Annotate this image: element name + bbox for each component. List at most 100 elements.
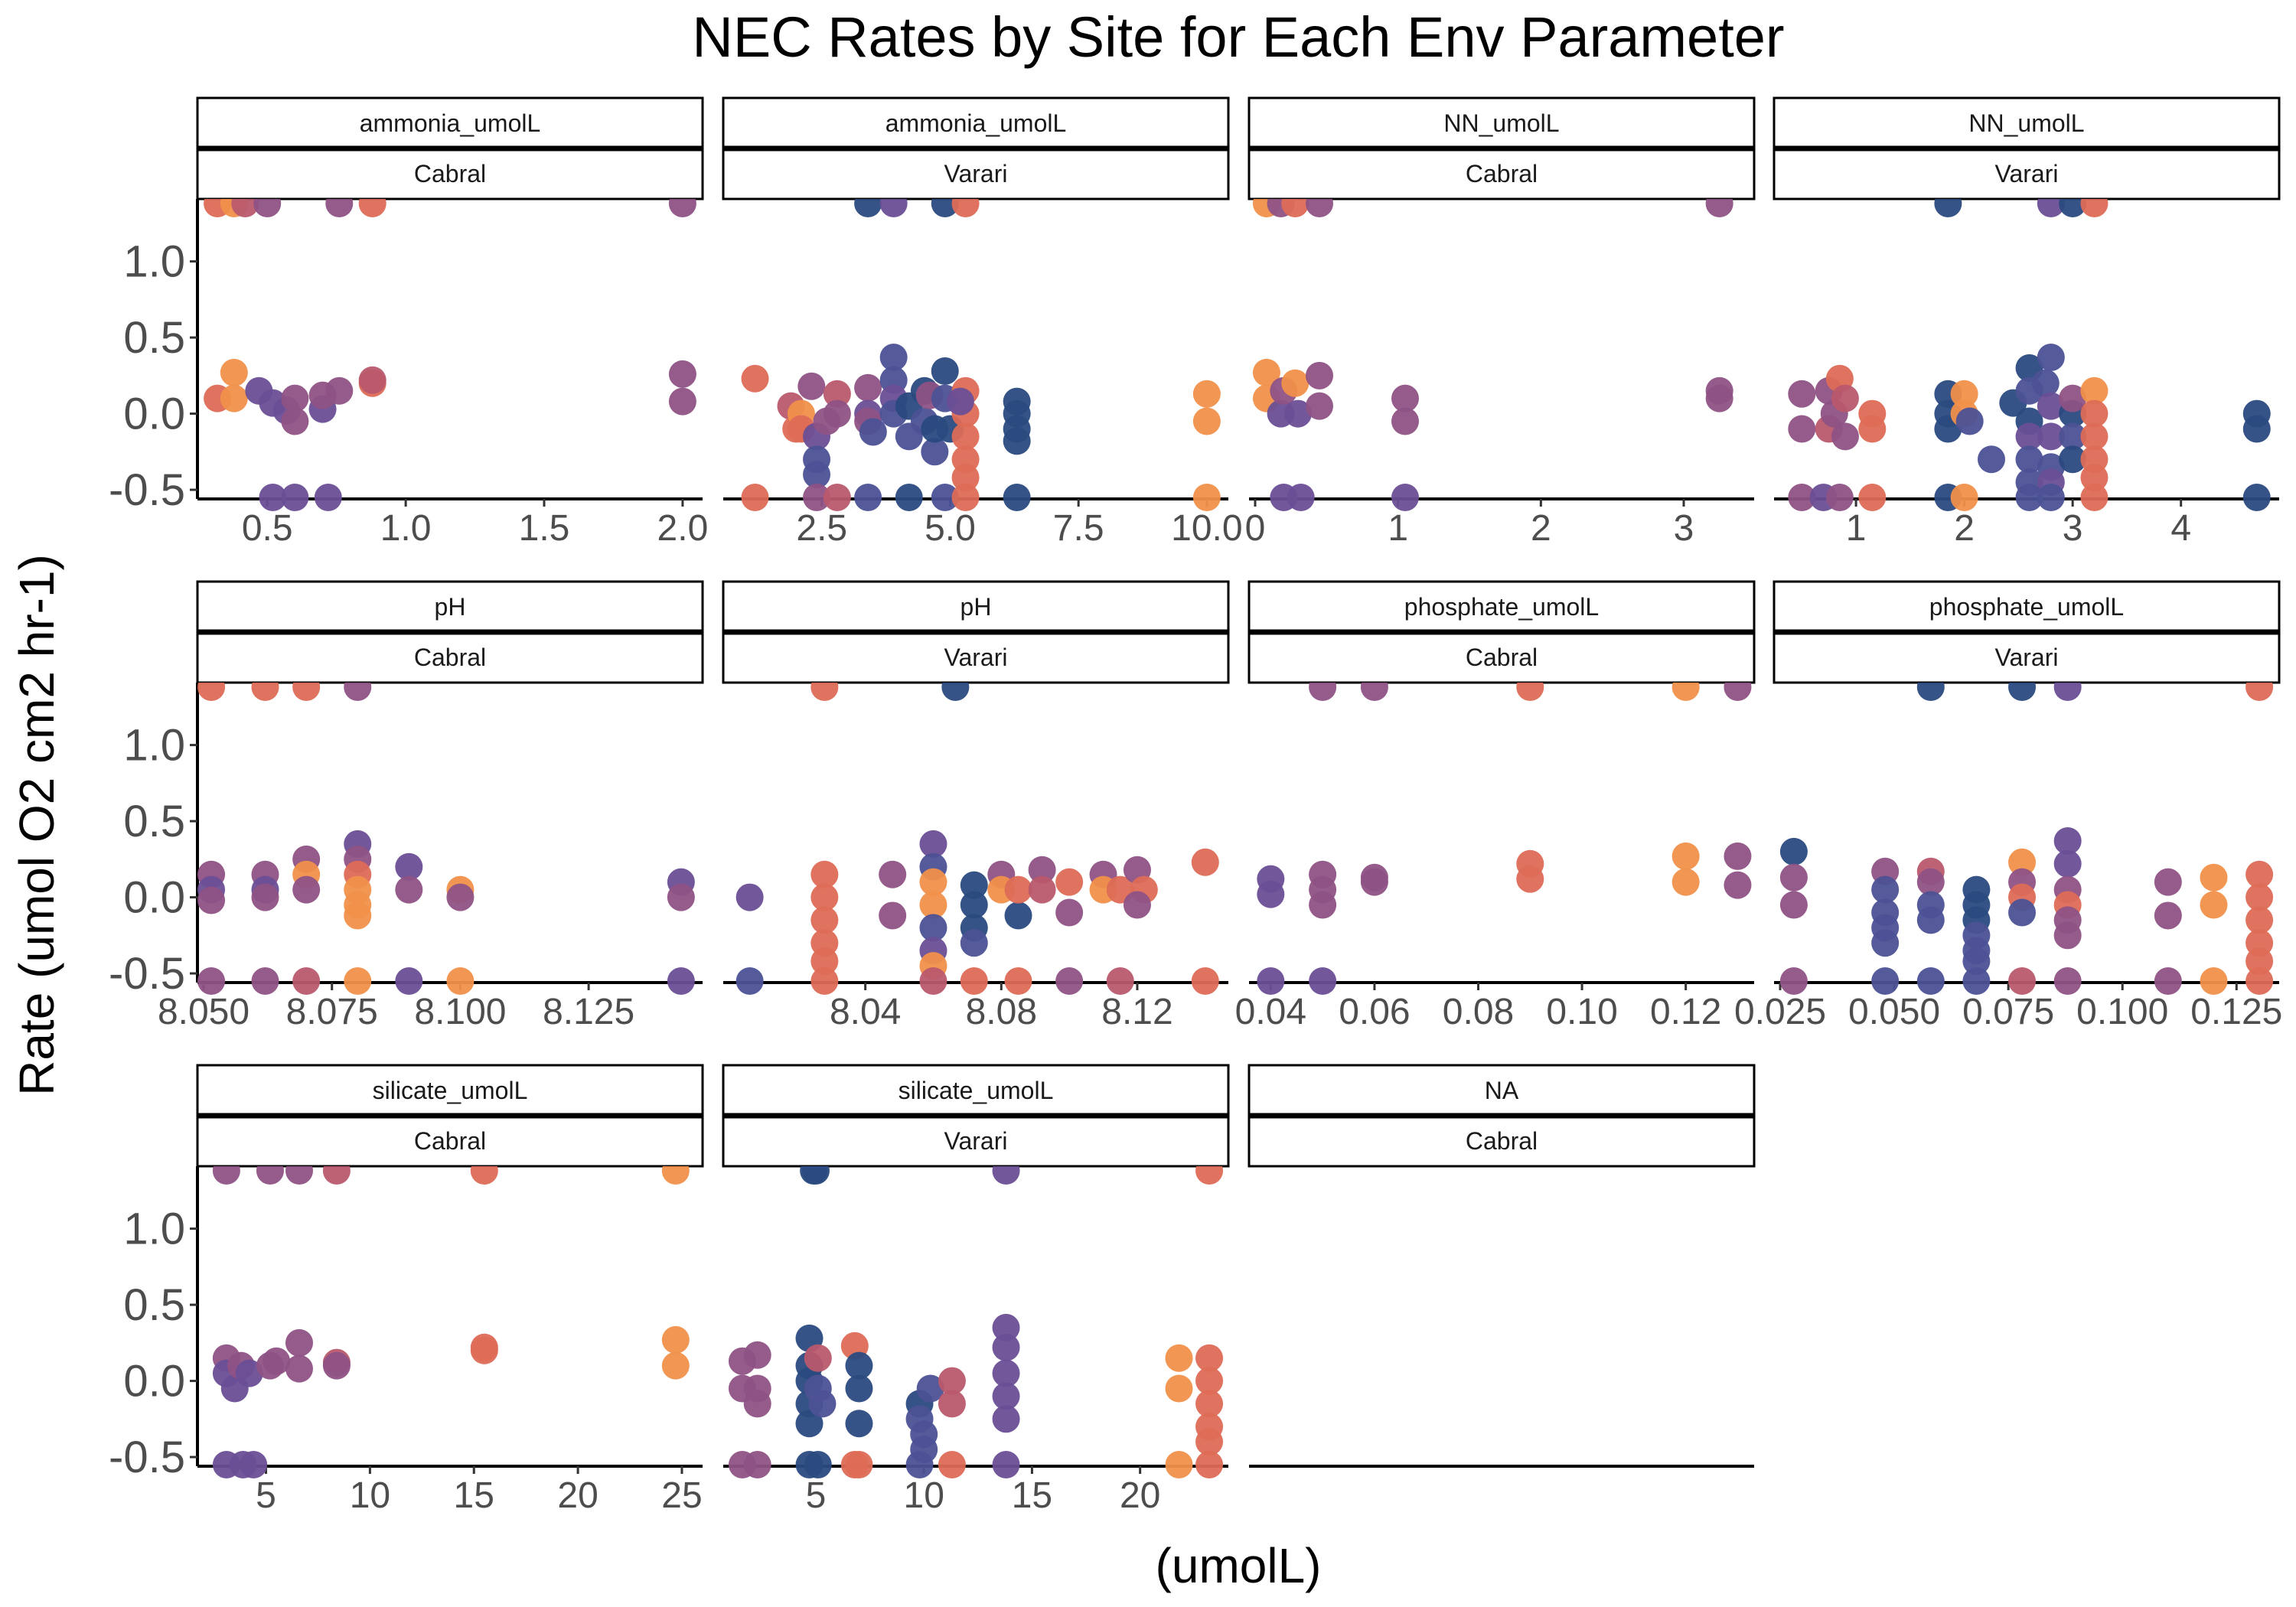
y-axis-title: Rate (umol O2 cm2 hr-1) [9,554,64,1096]
x-tick-label: 15 [454,1475,494,1516]
strip-env-box [1247,96,1756,150]
strip-site-label: Varari [944,160,1008,187]
x-tick-label: 2.5 [796,508,847,549]
data-point [1195,1344,1224,1372]
data-point [854,373,882,402]
data-point [2008,898,2037,927]
data-point [1671,868,1700,896]
data-point [1962,967,1991,995]
data-point [256,1166,284,1185]
data-point [919,914,947,942]
data-point [1950,380,1978,408]
data-points [1788,199,2271,511]
x-tick-label: 15 [1012,1475,1052,1516]
data-points [735,683,1219,995]
data-point [2154,901,2182,930]
data-point [358,366,386,394]
data-point [2080,422,2108,451]
x-tick-label: 8.100 [414,992,506,1032]
facet-panel: ammonia_umolL Varari 2.5 5.0 7.5 10.0 [722,96,1243,549]
data-point [879,860,907,888]
data-point [1779,891,1808,919]
data-point [2245,967,2274,995]
strip-env-box [196,96,704,150]
data-point [1257,967,1285,995]
strip-site-box [722,147,1230,200]
data-point [2053,921,2082,950]
data-point [1195,1390,1224,1418]
data-point [2059,422,2087,451]
strip-site-box [722,631,1230,684]
data-point [668,387,696,416]
data-point [804,1344,832,1372]
data-point [2200,863,2228,892]
data-point [810,906,839,934]
data-point [1284,399,1312,428]
strip-env-label: NA [1485,1077,1519,1104]
data-point [919,830,947,858]
data-point [960,871,988,899]
strip-env-label: pH [960,593,992,621]
data-point [1306,361,1333,390]
strip-site-label: Varari [944,1127,1008,1155]
x-tick-label: 5 [806,1475,827,1516]
data-point [470,1166,498,1185]
strip-site-box [196,147,704,200]
data-point [197,967,226,995]
data-point [1192,380,1221,408]
data-point [741,484,769,511]
data-point [1192,484,1221,511]
data-point [2053,826,2082,855]
data-point [2031,369,2060,397]
data-point [992,1333,1020,1361]
data-point [810,860,839,888]
y-tick-label: 1.0 [123,237,185,287]
data-point [919,868,947,896]
data-point [2154,967,2182,995]
data-point [951,484,980,511]
data-point [1934,199,1962,217]
data-point [1004,901,1032,930]
data-point [992,1166,1020,1185]
x-tick-label: 2.0 [657,508,709,549]
data-point [919,967,947,995]
data-point [2059,199,2087,217]
data-point [251,683,279,701]
data-point [1724,871,1752,899]
x-tick-label: 0.075 [1962,992,2054,1032]
chart-title: NEC Rates by Site for Each Env Parameter [692,5,1784,69]
data-points [197,683,695,995]
x-tick-label: 0.12 [1650,992,1721,1032]
data-point [1192,407,1221,435]
strip-env-label: phosphate_umolL [1404,593,1599,621]
data-point [322,1166,351,1185]
data-point [2037,484,2065,511]
data-point [859,418,887,446]
data-point [810,683,839,701]
data-point [2037,199,2065,217]
strip-site-label: Cabral [1466,1127,1538,1155]
data-points [728,1166,1224,1478]
data-point [931,484,959,511]
data-point [743,1390,771,1418]
data-point [1195,1451,1224,1478]
data-point [446,967,475,995]
data-point [325,199,354,217]
x-tick-label: 8.12 [1101,992,1172,1032]
data-point [344,683,372,701]
data-point [1916,906,1945,934]
data-point [845,1374,873,1403]
x-tick-label: 7.5 [1053,508,1104,549]
data-point [197,886,226,914]
data-point [2080,376,2108,405]
data-point [931,357,959,385]
data-point [1257,880,1285,908]
data-point [810,947,839,976]
x-tick-label: 8.075 [286,992,378,1032]
data-point [470,1336,498,1364]
data-point [938,1451,966,1478]
data-point [220,358,248,386]
strip-env-label: ammonia_umolL [885,109,1067,137]
x-tick-label: 0.025 [1734,992,1826,1032]
data-point [2059,384,2087,412]
